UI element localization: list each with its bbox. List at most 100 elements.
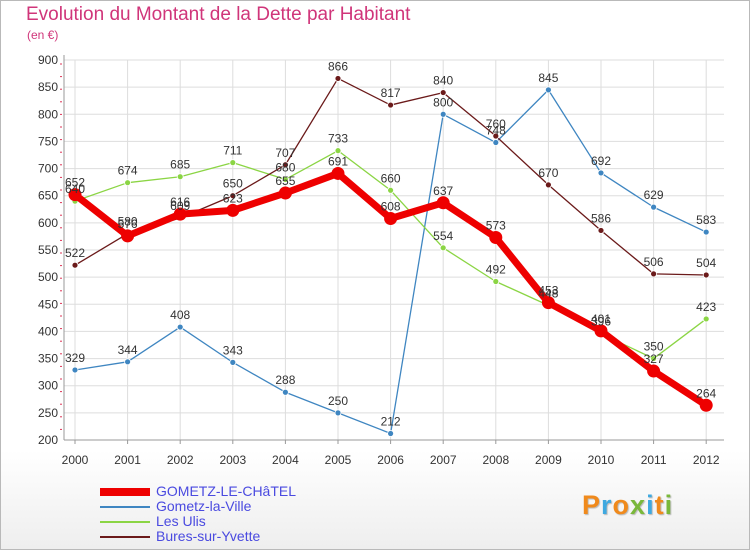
- data-point: [281, 388, 289, 396]
- data-point: [68, 188, 82, 202]
- data-label: 576: [118, 217, 138, 231]
- legend-item[interactable]: Bures-sur-Yvette: [100, 529, 440, 544]
- y-tick-label: 450: [38, 297, 58, 311]
- x-tick-label: 2005: [325, 453, 352, 467]
- data-label: 264: [696, 386, 716, 400]
- logo-letter: o: [612, 489, 631, 520]
- data-label: 674: [118, 164, 138, 178]
- data-point: [229, 192, 237, 200]
- logo-letter: i: [646, 489, 655, 520]
- logo-letter: r: [601, 489, 613, 520]
- data-label: 522: [65, 246, 85, 260]
- data-label: 670: [538, 166, 558, 180]
- data-point: [541, 296, 555, 310]
- data-label: 448: [538, 286, 558, 300]
- data-labels: 329 344 408 343 288 250 212 800 748 845 692 629 583 6…: [65, 59, 717, 428]
- legend-item[interactable]: Les Ulis: [100, 514, 440, 529]
- series-lines: [68, 75, 713, 437]
- data-label: 250: [328, 394, 348, 408]
- data-label: 506: [644, 255, 664, 269]
- data-point: [281, 176, 289, 183]
- data-label: 344: [118, 343, 138, 357]
- legend-swatch: [100, 535, 150, 538]
- data-point: [594, 324, 608, 338]
- data-label: 800: [433, 95, 453, 109]
- data-point: [334, 147, 342, 155]
- x-tick-label: 2011: [641, 453, 667, 467]
- data-label: 609: [170, 199, 190, 213]
- data-label: 733: [328, 132, 348, 146]
- data-point: [229, 159, 237, 167]
- y-tick-label: 850: [38, 80, 58, 94]
- x-tick-label: 2012: [693, 453, 720, 467]
- data-point: [387, 430, 395, 437]
- data-point: [121, 229, 135, 243]
- legend: GOMETZ-LE-CHâTEL Gometz-la-Ville Les Ulis B…: [100, 484, 440, 544]
- data-label: 680: [275, 160, 295, 174]
- data-point: [334, 75, 342, 82]
- legend-label: GOMETZ-LE-CHâTEL: [156, 483, 297, 499]
- data-point: [71, 366, 79, 374]
- data-point: [492, 132, 500, 140]
- data-label: 288: [275, 373, 295, 387]
- data-label: 711: [223, 144, 242, 158]
- axes: 200 250 300 350 400 450 500 550 600 650 700 750 800 8…: [38, 53, 724, 467]
- data-label: 329: [65, 351, 85, 365]
- data-point: [439, 110, 447, 118]
- data-label: 866: [328, 59, 348, 73]
- legend-item[interactable]: GOMETZ-LE-CHâTEL: [100, 484, 440, 499]
- y-tick-label: 900: [38, 53, 58, 67]
- y-tick-label: 350: [38, 352, 58, 366]
- logo-letter: t: [654, 489, 665, 520]
- x-tick-label: 2002: [167, 453, 194, 467]
- y-tick-label: 550: [38, 243, 58, 257]
- data-point: [173, 207, 187, 221]
- legend-item[interactable]: Gometz-la-Ville: [100, 499, 440, 514]
- data-label: 586: [591, 211, 611, 225]
- x-tick-label: 2009: [535, 453, 562, 467]
- data-label: 660: [381, 171, 401, 185]
- data-label: 327: [644, 352, 664, 366]
- y-tick-label: 250: [38, 406, 58, 420]
- y-tick-label: 750: [38, 134, 58, 148]
- data-point: [545, 181, 552, 189]
- data-label: 692: [591, 154, 611, 168]
- data-point: [278, 186, 292, 200]
- data-point: [492, 278, 500, 285]
- data-point: [331, 166, 345, 180]
- data-label: 423: [696, 300, 716, 314]
- data-label: 748: [486, 124, 506, 138]
- data-point: [387, 101, 395, 109]
- data-point: [229, 358, 237, 366]
- data-point: [176, 173, 184, 181]
- data-point: [124, 179, 131, 187]
- y-tick-label: 700: [38, 162, 58, 176]
- data-label: 396: [591, 315, 611, 329]
- data-label: 554: [433, 229, 453, 243]
- data-label: 573: [486, 219, 506, 233]
- data-label: 580: [118, 215, 138, 229]
- data-point: [334, 409, 342, 417]
- legend-label: Les Ulis: [156, 513, 206, 529]
- data-label: 707: [275, 146, 295, 160]
- y-tick-label: 400: [38, 324, 58, 338]
- logo-letter: P: [582, 489, 602, 520]
- data-label: 504: [696, 256, 716, 270]
- x-tick-label: 2004: [272, 453, 299, 467]
- data-point: [647, 364, 661, 378]
- data-point: [176, 323, 184, 331]
- data-point: [387, 186, 395, 194]
- y-tick-label: 200: [38, 433, 58, 447]
- data-point: [489, 231, 503, 245]
- data-point: [492, 139, 500, 146]
- data-label: 817: [381, 86, 401, 100]
- data-label: 691: [328, 154, 348, 168]
- data-point: [226, 203, 240, 217]
- data-label: 840: [433, 74, 453, 88]
- data-label: 760: [486, 117, 506, 131]
- data-label: 652: [65, 176, 85, 190]
- chart-title: Evolution du Montant de la Dette par Hab…: [26, 4, 411, 25]
